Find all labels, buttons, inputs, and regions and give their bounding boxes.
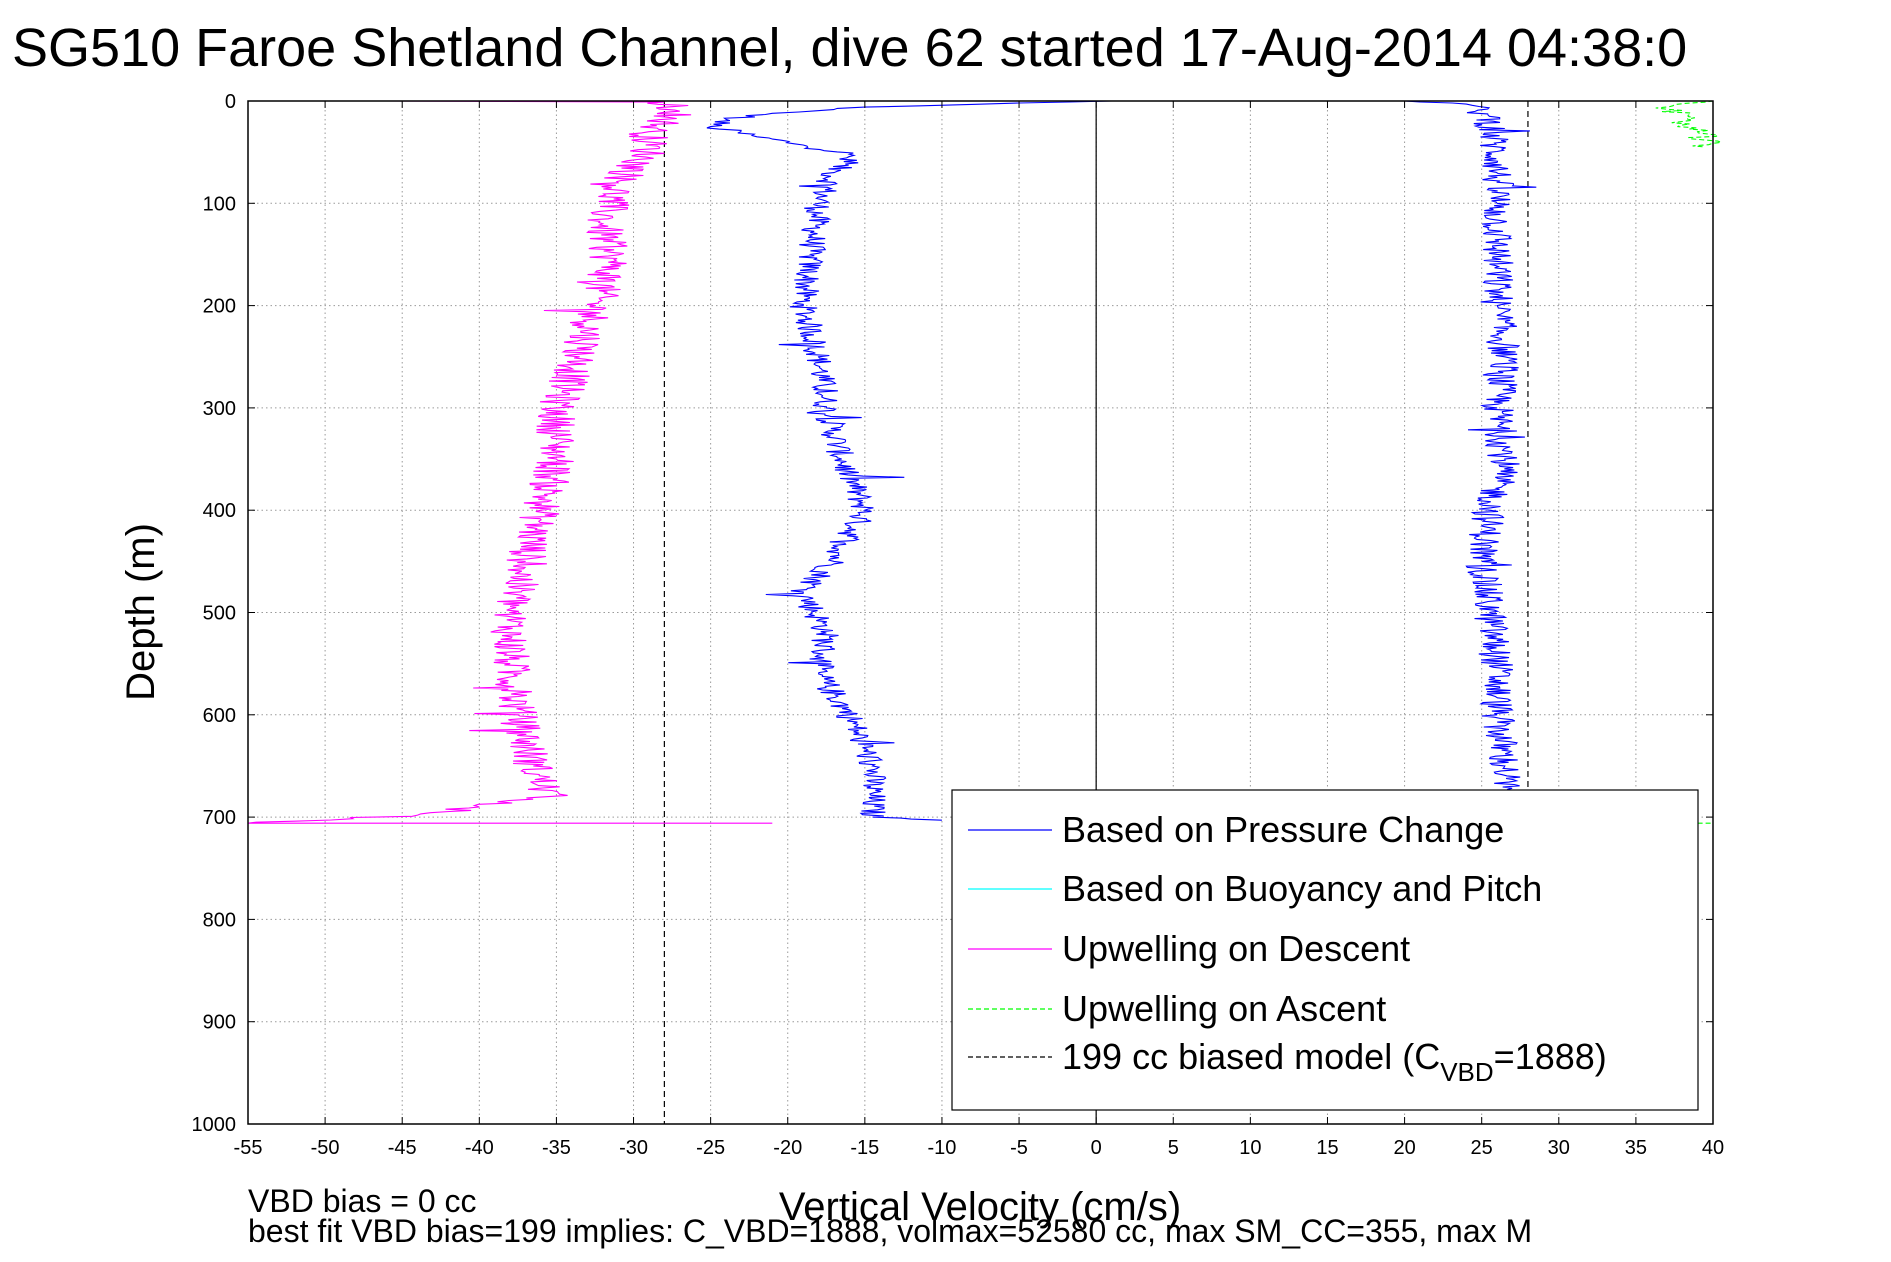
x-tick-label: -30 [619,1137,648,1159]
y-tick-label: 0 [225,91,236,113]
legend: Based on Pressure Change Based on Buoyanc… [951,789,1699,1111]
legend-box [951,789,1699,1111]
legend-label: Upwelling on Descent [1062,928,1410,969]
y-tick-label: 500 [203,603,236,625]
legend-label: Upwelling on Ascent [1062,988,1386,1029]
series-line-upwelling_ascent [1512,100,1722,148]
y-tick-label: 200 [203,296,236,318]
x-tick-label: -40 [465,1137,494,1159]
x-tick-label: -45 [388,1137,417,1159]
y-axis-label: Depth (m) [119,523,163,701]
x-tick-label: -25 [696,1137,725,1159]
series-line-pressure_ascent [1404,100,1537,808]
x-tick-label: 40 [1702,1137,1724,1159]
y-tick-label: 400 [203,500,236,522]
y-tick-label: 100 [203,193,236,215]
y-tick-label: 700 [203,807,236,829]
series-line-pressure_descent [706,100,1112,821]
axis-ticks: -55 -50 -45 -40 -35 -30 -25 -20 -15 -10 -5 0 5 10 15 20… [192,91,1725,1159]
y-tick-label: 1000 [192,1114,237,1136]
x-tick-label: -50 [311,1137,340,1159]
x-tick-label: -35 [542,1137,571,1159]
series-line-upwelling_descent [247,100,773,824]
x-tick-label: 10 [1239,1137,1261,1159]
x-tick-label: 15 [1316,1137,1338,1159]
best-fit-note: best fit VBD bias=199 implies: C_VBD=188… [248,1213,1532,1249]
x-tick-label: -15 [850,1137,879,1159]
x-tick-label: -10 [927,1137,956,1159]
x-tick-label: -55 [234,1137,263,1159]
x-tick-label: -5 [1010,1137,1028,1159]
x-tick-label: 0 [1091,1137,1102,1159]
y-tick-label: 800 [203,909,236,931]
y-tick-label: 600 [203,705,236,727]
legend-label: Based on Buoyancy and Pitch [1062,868,1542,909]
x-tick-label: -20 [773,1137,802,1159]
x-tick-label: 5 [1168,1137,1179,1159]
x-tick-label: 20 [1393,1137,1415,1159]
legend-label: Based on Pressure Change [1062,809,1504,850]
x-tick-label: 35 [1625,1137,1647,1159]
x-axis-label: Vertical Velocity (cm/s) [779,1185,1181,1229]
chart-title: SG510 Faroe Shetland Channel, dive 62 st… [12,18,1687,78]
x-tick-label: 30 [1548,1137,1570,1159]
x-tick-label: 25 [1471,1137,1493,1159]
vbd-bias-note: VBD bias = 0 cc [248,1183,477,1219]
y-tick-label: 300 [203,398,236,420]
y-tick-label: 900 [203,1012,236,1034]
